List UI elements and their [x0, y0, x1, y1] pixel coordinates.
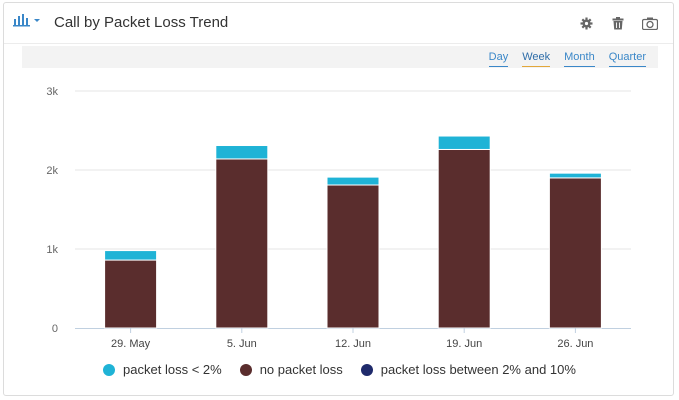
legend-label: packet loss between 2% and 10% — [380, 362, 576, 377]
y-tick-label: 2k — [46, 165, 58, 177]
x-tick-label: 5. Jun — [227, 338, 257, 350]
bar-segment — [437, 135, 491, 150]
camera-icon[interactable] — [641, 14, 659, 32]
y-tick-label: 1k — [46, 244, 58, 256]
tab-month[interactable]: Month — [564, 51, 595, 67]
legend-swatch — [360, 363, 373, 376]
chart-legend: packet loss < 2% no packet loss packet los… — [0, 362, 679, 377]
bar-segment — [104, 259, 158, 329]
gear-icon[interactable] — [577, 14, 595, 32]
x-tick-label: 19. Jun — [446, 338, 482, 350]
bar-segment — [437, 148, 491, 329]
bar-segment — [548, 172, 602, 179]
bar-segment — [215, 158, 269, 329]
range-tabs: Day Week Month Quarter — [488, 51, 646, 67]
legend-swatch — [239, 363, 252, 376]
chevron-down-icon — [34, 19, 40, 22]
bar-segment — [215, 145, 269, 160]
x-tick-label: 26. Jun — [557, 338, 593, 350]
x-tick-label: 12. Jun — [335, 338, 371, 350]
legend-item[interactable]: no packet loss — [239, 362, 343, 377]
widget-title: Call by Packet Loss Trend — [54, 14, 229, 31]
trash-icon[interactable] — [609, 14, 627, 32]
x-tick-label: 29. May — [111, 338, 151, 350]
bar-segment — [326, 184, 380, 329]
legend-item[interactable]: packet loss between 2% and 10% — [360, 362, 576, 377]
widget-toolbar — [577, 14, 659, 32]
bar-segment — [548, 177, 602, 329]
tab-quarter[interactable]: Quarter — [608, 51, 646, 67]
y-tick-label: 3k — [46, 86, 58, 98]
legend-swatch — [103, 363, 116, 376]
legend-label: packet loss < 2% — [123, 362, 222, 377]
tab-day[interactable]: Day — [488, 51, 509, 67]
bar-segment — [326, 176, 380, 186]
legend-label: no packet loss — [259, 362, 343, 377]
chart-type-selector[interactable] — [13, 13, 43, 27]
time-range-bar: Day Week Month Quarter — [22, 46, 658, 68]
bar-chart-icon — [13, 14, 40, 27]
widget-header: Call by Packet Loss Trend — [4, 3, 673, 44]
bar-segment — [104, 250, 158, 261]
tab-week[interactable]: Week — [522, 51, 551, 67]
y-tick-label: 0 — [52, 323, 58, 335]
legend-item[interactable]: packet loss < 2% — [103, 362, 222, 377]
